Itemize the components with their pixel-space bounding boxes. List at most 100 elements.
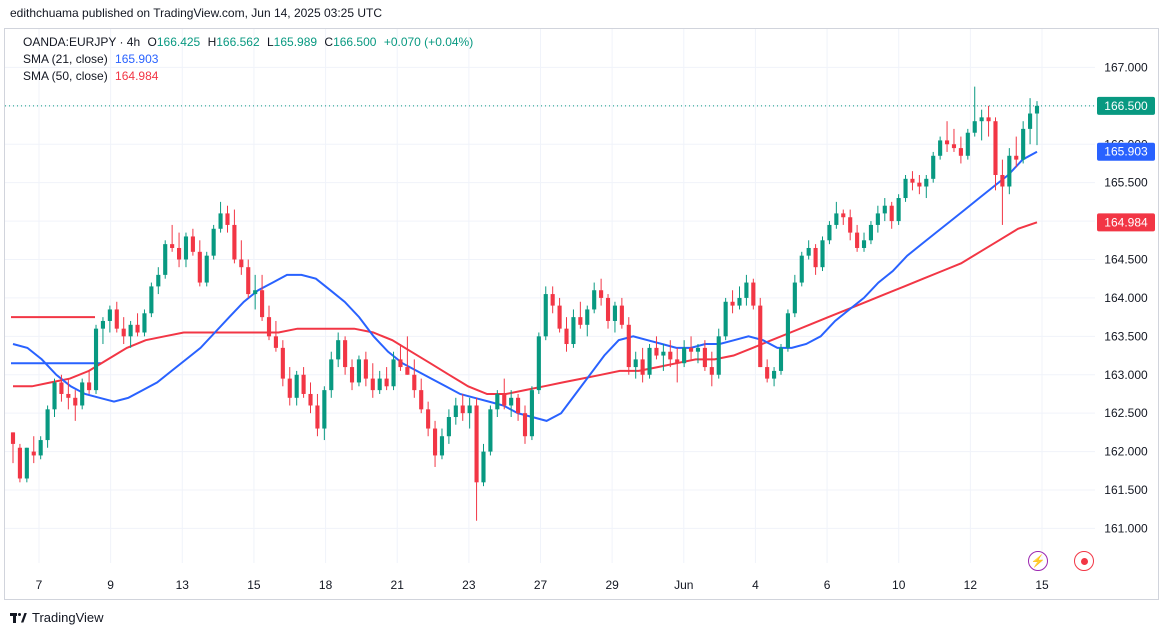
candle-body (882, 205, 887, 214)
candle-body (751, 282, 756, 306)
candle-body (488, 409, 493, 452)
candle-body (280, 347, 285, 379)
candle-body (80, 382, 85, 406)
candle-body (197, 251, 202, 283)
candle-body (896, 198, 901, 222)
candle-body (93, 328, 99, 391)
candle-body (716, 336, 721, 375)
candle-body (142, 313, 147, 333)
candle-body (972, 121, 977, 133)
candle-body (391, 359, 396, 387)
candle-body (668, 351, 673, 360)
candle-body (190, 236, 195, 252)
publisher-line: edithchuama published on TradingView.com… (10, 6, 383, 20)
candle-body (661, 351, 666, 356)
price-tag-label: 165.903 (1104, 145, 1148, 159)
candle-body (273, 336, 278, 348)
candle-body (59, 382, 64, 394)
candle-body (509, 397, 514, 406)
candle-body (149, 286, 154, 314)
price-tag (1097, 96, 1155, 115)
candle-body (924, 178, 929, 187)
candle-body (536, 336, 541, 391)
candle-body (287, 378, 292, 398)
candle-body (688, 347, 694, 352)
candle-body (778, 347, 784, 371)
open-key: O (147, 35, 157, 49)
lightning-icon[interactable]: ⚡ (1028, 551, 1048, 571)
candle-body (405, 367, 410, 375)
candle-body (218, 213, 223, 229)
candle-body (315, 405, 320, 429)
candle-body (619, 305, 624, 325)
tv-logo-icon (10, 612, 28, 623)
y-tick-label: 161.500 (1104, 483, 1148, 497)
candle-body (87, 382, 92, 391)
price-tag-label: 164.984 (1104, 215, 1148, 229)
candle-body (550, 294, 555, 306)
candle-body (412, 374, 417, 391)
candle-body (260, 290, 265, 318)
tradingview-logo[interactable]: TradingView (10, 610, 104, 625)
chart-frame[interactable]: 167.000166.500166.000165.500165.000164.5… (4, 28, 1159, 600)
candle-body (979, 117, 984, 122)
candle-body (45, 409, 50, 441)
sma21-line (12, 150, 1038, 422)
candle-body (308, 393, 313, 406)
x-tick-label: 15 (247, 578, 261, 592)
candle-body (737, 297, 742, 306)
candle-body (889, 205, 894, 222)
candle-body (640, 359, 645, 375)
x-tick-label: 29 (605, 578, 619, 592)
candle-body (439, 436, 445, 456)
candle-body (695, 347, 701, 352)
sma21-label: SMA (21, close) (23, 52, 108, 66)
x-tick-label: 4 (752, 578, 759, 592)
candle-body (599, 290, 604, 298)
candle-body (467, 405, 472, 414)
candle-body (239, 259, 244, 268)
y-tick-label: 165.500 (1104, 176, 1148, 190)
candle-body (253, 290, 258, 295)
candle-body (958, 148, 963, 156)
sma21-value: 165.903 (115, 52, 159, 66)
candle-body (1021, 128, 1026, 160)
candle-body (128, 324, 133, 337)
candle-body (543, 294, 548, 337)
low-key: L (266, 35, 274, 49)
symbol-label[interactable]: OANDA:EURJPY · 4h (23, 35, 141, 49)
candle-body (225, 213, 230, 225)
x-tick-label: 7 (36, 578, 43, 592)
candle-body (605, 297, 611, 321)
sma50-legend[interactable]: SMA (50, close) 164.984 (23, 69, 162, 83)
candle-body (100, 320, 106, 329)
sma21-legend[interactable]: SMA (21, close) 165.903 (23, 52, 162, 66)
x-tick-label: 23 (462, 578, 476, 592)
candle-body (744, 282, 749, 298)
y-tick-label: 162.500 (1104, 406, 1148, 420)
candle-body (426, 409, 431, 429)
candle-body (384, 378, 389, 387)
candle-body (66, 393, 71, 398)
candle-body (682, 347, 687, 364)
x-tick-label: 10 (892, 578, 906, 592)
candle-body (294, 374, 299, 398)
candle-body (432, 428, 438, 456)
open-value: 166.425 (156, 35, 201, 49)
candle-body (868, 224, 874, 241)
candle-body (612, 305, 618, 321)
candle-body (481, 451, 486, 483)
candle-body (211, 228, 216, 256)
price-tag (1097, 213, 1155, 232)
price-chart[interactable]: 167.000166.500166.000165.500165.000164.5… (5, 29, 1160, 601)
candle-body (377, 378, 382, 391)
candle-body (398, 359, 403, 368)
high-key: H (207, 35, 217, 49)
x-tick-label: 18 (319, 578, 333, 592)
candle-body (799, 255, 804, 283)
brand-name: TradingView (32, 610, 104, 625)
candle-body (702, 347, 707, 368)
record-icon[interactable] (1074, 551, 1094, 571)
candle-body (343, 340, 348, 368)
candle-body (266, 317, 272, 337)
